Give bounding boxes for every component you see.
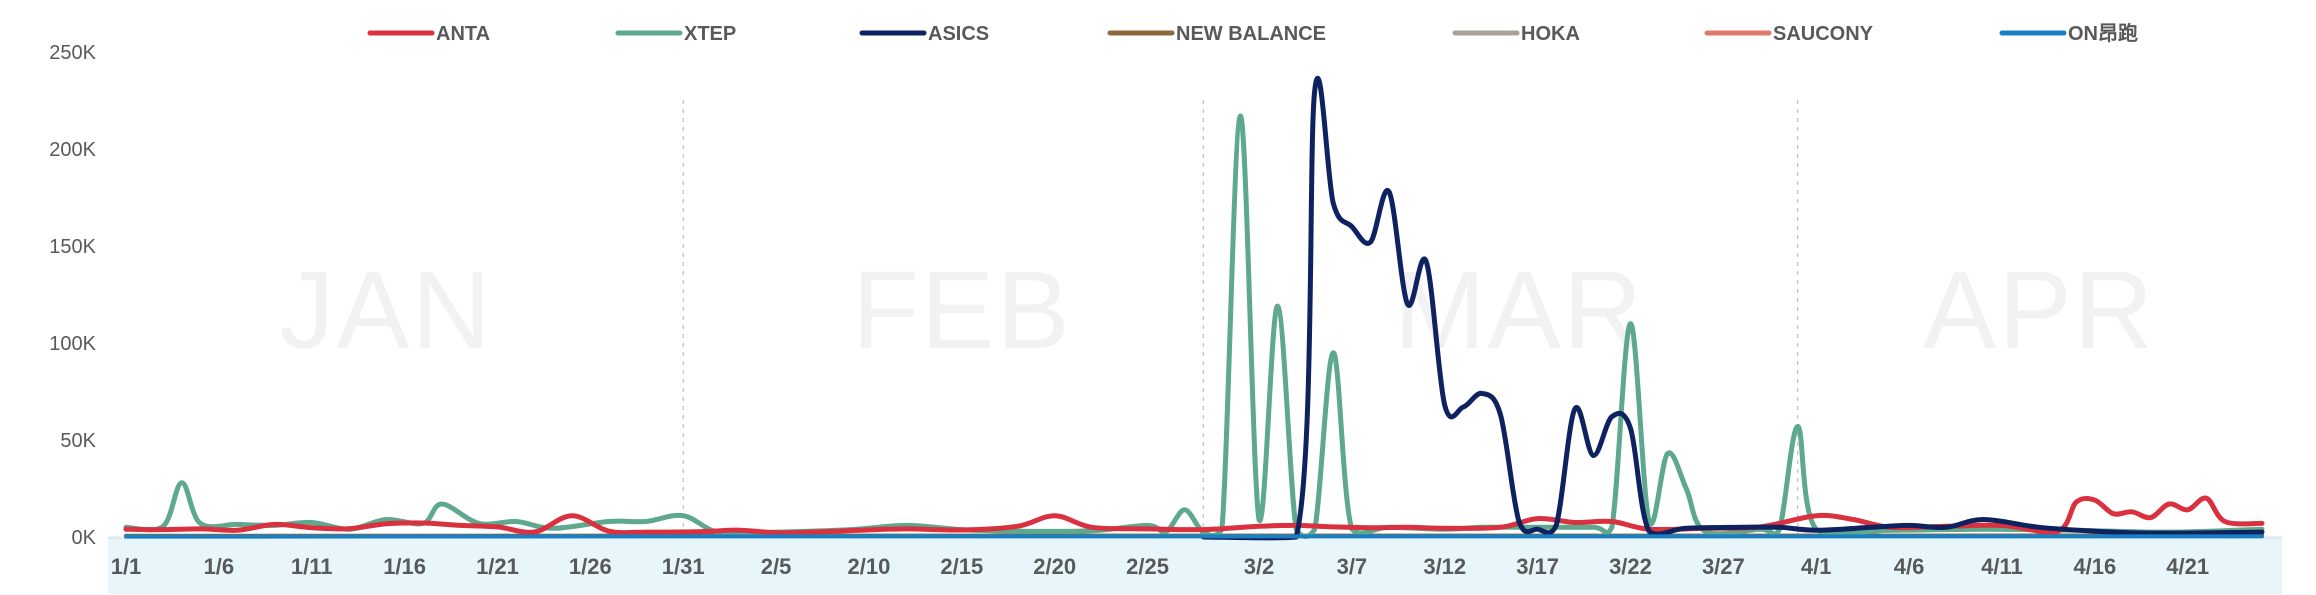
x-tick-label: 2/15 (940, 554, 983, 579)
x-tick-label: 3/2 (1244, 554, 1275, 579)
month-watermark-apr: APR (1923, 249, 2155, 372)
x-tick-label: 3/17 (1516, 554, 1559, 579)
legend-label-on: ON昂跑 (2068, 21, 2138, 45)
legend-label-xtep: XTEP (684, 23, 736, 45)
series-lines (123, 76, 2265, 541)
y-tick-label: 150K (49, 236, 96, 258)
legend-label-anta: ANTA (436, 23, 490, 45)
series-line-asics (1200, 76, 2265, 541)
x-tick-label: 2/25 (1126, 554, 1169, 579)
x-tick-label: 4/1 (1801, 554, 1832, 579)
legend-label-hoka: HOKA (1521, 23, 1580, 45)
x-tick-label: 3/12 (1423, 554, 1466, 579)
legend: ANTA XTEP ASICS NEW BALANCE HOKA SAUCONY ON昂跑 (367, 21, 2138, 45)
legend-label-saucony: SAUCONY (1773, 23, 1874, 45)
x-tick-label: 1/16 (383, 554, 426, 579)
x-tick-label: 3/27 (1702, 554, 1745, 579)
x-tick-label: 1/31 (662, 554, 705, 579)
y-tick-label: 250K (49, 42, 96, 64)
series-line-anta (123, 495, 2265, 536)
legend-label-new-balance: NEW BALANCE (1176, 23, 1326, 45)
y-axis: 0K 50K 100K 150K 200K 250K (49, 42, 96, 549)
x-tick-label: 1/6 (204, 554, 235, 579)
x-tick-label: 3/22 (1609, 554, 1652, 579)
month-dividers (682, 100, 1799, 537)
x-tick-label: 2/20 (1033, 554, 1076, 579)
x-tick-label: 1/1 (111, 554, 142, 579)
x-axis-band (108, 536, 2282, 594)
x-tick-label: 4/21 (2166, 554, 2209, 579)
x-tick-label: 1/26 (569, 554, 612, 579)
y-tick-label: 50K (60, 430, 96, 452)
y-tick-label: 100K (49, 333, 96, 355)
x-tick-label: 1/11 (291, 554, 333, 579)
month-watermarks: JAN FEB MAR APR (279, 249, 2155, 372)
month-watermark-jan: JAN (279, 249, 493, 372)
x-tick-label: 4/11 (1981, 554, 2023, 579)
y-tick-label: 200K (49, 139, 96, 161)
legend-label-asics: ASICS (928, 23, 989, 45)
y-tick-label: 0K (72, 527, 97, 549)
x-tick-label: 2/10 (848, 554, 891, 579)
x-tick-label: 4/16 (2073, 554, 2116, 579)
x-tick-label: 3/7 (1337, 554, 1368, 579)
x-tick-label: 1/21 (476, 554, 519, 579)
x-tick-label: 2/5 (761, 554, 792, 579)
x-tick-label: 4/6 (1894, 554, 1925, 579)
month-watermark-feb: FEB (852, 249, 1072, 372)
